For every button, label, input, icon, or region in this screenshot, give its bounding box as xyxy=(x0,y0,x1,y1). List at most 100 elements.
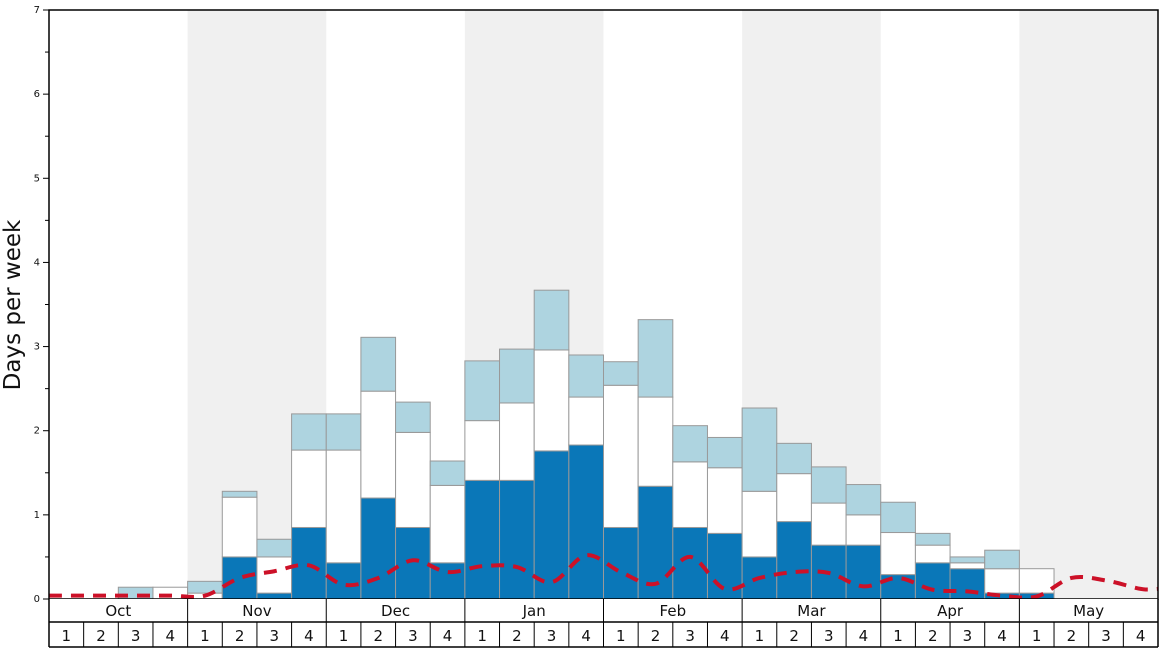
week-label: 4 xyxy=(997,627,1007,645)
bar xyxy=(776,521,812,600)
bar xyxy=(1018,568,1055,594)
y-tick-label: 6 xyxy=(34,89,40,100)
bar xyxy=(603,361,639,386)
bar xyxy=(221,490,258,498)
month-label: Mar xyxy=(797,602,826,620)
week-label: 4 xyxy=(304,627,314,645)
week-label: 1 xyxy=(339,627,349,645)
week-label: 2 xyxy=(96,627,106,645)
week-label: 3 xyxy=(269,627,279,645)
week-label: 2 xyxy=(651,627,661,645)
bar xyxy=(325,413,362,451)
bar xyxy=(810,502,847,546)
week-label: 2 xyxy=(235,627,245,645)
bar xyxy=(360,336,397,392)
bar xyxy=(325,449,362,564)
week-label: 1 xyxy=(755,627,765,645)
y-tick-label: 1 xyxy=(34,510,40,521)
week-label: 3 xyxy=(963,627,973,645)
bar xyxy=(984,549,1020,570)
week-label: 1 xyxy=(1032,627,1042,645)
bar xyxy=(880,532,916,576)
bar xyxy=(221,496,258,558)
month-band xyxy=(1019,10,1158,599)
week-label: 2 xyxy=(373,627,383,645)
bar xyxy=(706,436,743,469)
bar xyxy=(949,568,986,600)
bar xyxy=(568,354,604,398)
bar xyxy=(880,501,916,534)
bar xyxy=(949,556,986,564)
y-axis-label: Days per week xyxy=(0,219,26,390)
month-label: May xyxy=(1073,602,1104,620)
bar xyxy=(360,390,397,499)
week-label: 3 xyxy=(408,627,418,645)
bar xyxy=(706,467,743,534)
bar xyxy=(845,514,882,546)
bar xyxy=(845,484,882,516)
week-label: 3 xyxy=(131,627,141,645)
week-label: 2 xyxy=(928,627,938,645)
week-label: 3 xyxy=(547,627,557,645)
bar xyxy=(637,319,674,398)
bar xyxy=(291,526,327,600)
y-tick-label: 7 xyxy=(34,5,40,16)
bar xyxy=(395,526,431,600)
bar xyxy=(603,384,639,528)
bar xyxy=(533,289,570,351)
bar xyxy=(914,562,951,600)
bar xyxy=(429,460,466,486)
bar xyxy=(499,479,535,600)
y-tick-label: 0 xyxy=(34,594,40,605)
week-label: 3 xyxy=(1101,627,1111,645)
month-label: Jan xyxy=(522,602,546,620)
week-label: 1 xyxy=(477,627,487,645)
bar xyxy=(637,396,674,487)
bar xyxy=(464,479,501,600)
y-tick-label: 3 xyxy=(34,342,40,353)
bar xyxy=(984,568,1020,594)
bar xyxy=(568,396,604,446)
bar xyxy=(256,556,293,594)
y-tick-label: 4 xyxy=(34,257,40,268)
month-label: Apr xyxy=(937,602,964,620)
bar xyxy=(672,461,708,528)
bar xyxy=(395,431,431,528)
bar xyxy=(672,425,708,463)
bars xyxy=(117,289,1055,600)
week-label: 4 xyxy=(166,627,176,645)
y-tick-label: 2 xyxy=(34,426,40,437)
week-label: 2 xyxy=(512,627,522,645)
bar xyxy=(776,473,812,523)
bar xyxy=(914,532,951,546)
bar xyxy=(221,556,258,600)
week-label: 1 xyxy=(62,627,72,645)
bar xyxy=(187,580,223,594)
month-label: Nov xyxy=(242,602,271,620)
bar xyxy=(845,544,882,600)
week-label: 2 xyxy=(789,627,799,645)
bar xyxy=(741,407,778,492)
bar xyxy=(776,442,812,475)
week-label: 3 xyxy=(685,627,695,645)
week-label: 4 xyxy=(1136,627,1146,645)
week-label: 3 xyxy=(824,627,834,645)
bar xyxy=(256,538,293,558)
week-label: 4 xyxy=(581,627,591,645)
bar xyxy=(568,444,604,600)
bar xyxy=(395,401,431,433)
bar xyxy=(533,349,570,452)
month-label: Dec xyxy=(381,602,410,620)
month-label: Oct xyxy=(105,602,131,620)
bar xyxy=(291,449,327,528)
week-label: 4 xyxy=(859,627,869,645)
bar xyxy=(741,490,778,558)
bar xyxy=(291,413,327,451)
week-label: 1 xyxy=(616,627,626,645)
bar xyxy=(464,360,501,422)
bar xyxy=(949,562,986,570)
bar xyxy=(810,466,847,504)
bar xyxy=(499,348,535,404)
